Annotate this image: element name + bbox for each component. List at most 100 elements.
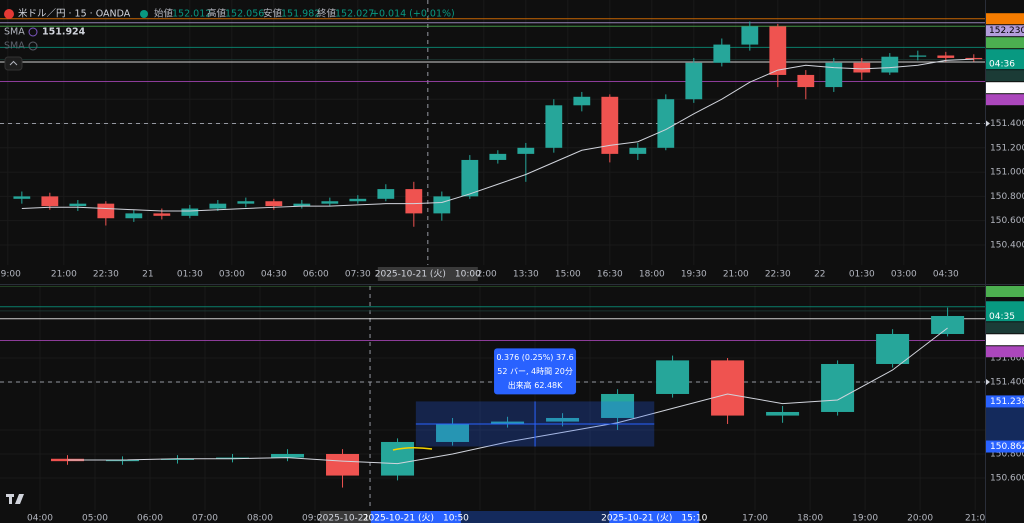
- candle-body: [853, 62, 871, 73]
- candle-body: [876, 333, 910, 364]
- y-tick-label: 150.600: [990, 473, 1024, 483]
- price-label-bg: [986, 94, 1024, 106]
- x-tick-label: 21:00: [51, 270, 77, 280]
- candle-body: [825, 62, 843, 88]
- measure-axis-band: [986, 401, 1024, 447]
- price-label: 152.230: [989, 26, 1024, 36]
- x-tick-label: 06:00: [303, 270, 329, 280]
- x-tick-label: 03:00: [891, 270, 917, 280]
- collapse-button[interactable]: [4, 56, 23, 71]
- y-tick-label: 150.400: [990, 240, 1024, 250]
- measure-y-label-bg: [986, 440, 1024, 453]
- x-tick-label: 05:00: [82, 514, 108, 523]
- candle-body: [601, 393, 635, 418]
- x-tick-label: 08:00: [247, 514, 273, 523]
- x-tick-label: 04:00: [27, 514, 53, 523]
- candle-body: [656, 360, 690, 394]
- measure-x-label: 2025-10-21 (火) 15:10: [601, 513, 707, 523]
- x-tick-label: 21:00: [723, 270, 749, 280]
- measure-y-label-bg: [986, 395, 1024, 408]
- x-tick-label: 19:30: [681, 270, 707, 280]
- price-label-bg: [986, 286, 1024, 297]
- candle-body: [41, 196, 59, 207]
- candle-body: [293, 203, 311, 207]
- crosshair-marker: [986, 378, 990, 385]
- x-tick-label: 18:00: [797, 514, 823, 523]
- candle-body: [271, 453, 305, 458]
- candle-body: [13, 196, 31, 199]
- candle-body: [326, 453, 360, 476]
- market-status: [140, 10, 148, 18]
- x-tick-label: 19:00: [852, 514, 878, 523]
- x-tick-label: 21:0: [965, 514, 985, 523]
- x-tick-label: 01:30: [177, 270, 203, 280]
- tv-logo: [6, 494, 24, 504]
- x-tick-label: 22: [814, 270, 825, 280]
- y-tick-label: 151.400: [990, 119, 1024, 129]
- candle-body: [97, 203, 115, 219]
- candle-body: [491, 421, 525, 424]
- y-tick-label: 151.400: [990, 377, 1024, 387]
- measure-stat: 0.376 (0.25%) 37.6: [496, 353, 573, 362]
- price-label-time: 04:36: [989, 60, 1015, 70]
- sma-line: [67, 327, 948, 465]
- candle-body: [216, 457, 250, 459]
- crosshair-label-bg: [377, 267, 478, 281]
- candle-body: [965, 57, 983, 60]
- x-tick-label: 09:00: [302, 514, 328, 523]
- x-tick-label: 03:00: [219, 270, 245, 280]
- hidden-icon[interactable]: [28, 41, 38, 51]
- indicator-name[interactable]: SMA: [4, 41, 25, 52]
- symbol-flag: [4, 9, 14, 19]
- candle-body: [161, 458, 195, 460]
- candle-body: [713, 44, 731, 63]
- x-tick-label: 20:00: [907, 514, 933, 523]
- price-label-bg: [986, 37, 1024, 49]
- x-tick-label: 16:30: [597, 270, 623, 280]
- price-label-time: 04:35: [989, 312, 1015, 322]
- indicator-name[interactable]: SMA: [4, 27, 25, 38]
- candle-body: [797, 74, 815, 88]
- candle-body: [909, 55, 927, 57]
- candle-body: [546, 417, 580, 422]
- indicator-value: 151.924: [42, 27, 86, 38]
- candle-body: [433, 196, 451, 214]
- ohlc-name: 安値: [263, 8, 283, 20]
- candle-body: [657, 99, 675, 148]
- y-tick-label: 151.200: [990, 143, 1024, 153]
- drawing[interactable]: [392, 446, 433, 451]
- candle-body: [50, 458, 84, 462]
- candle-body: [685, 62, 703, 100]
- measure-axis-band: [415, 511, 655, 523]
- candle-body: [937, 55, 955, 58]
- measure-stat: 出来高 62.48K: [508, 380, 563, 390]
- price-label-bg: [986, 13, 1024, 25]
- candle-body: [769, 26, 787, 75]
- crosshair-label: 2025-10-21 (火) 10:00: [317, 513, 423, 523]
- x-tick-label: 22:30: [765, 270, 791, 280]
- price-label-bg: [986, 346, 1024, 358]
- candle-body: [489, 153, 507, 160]
- legend: 米ドル／円 · 15 · OANDA 始値 152.012 高値 152.056…: [4, 8, 455, 71]
- candle-body: [237, 201, 255, 204]
- candle-body: [629, 147, 647, 154]
- x-tick-label: 06:00: [137, 514, 163, 523]
- price-label-bg: [986, 322, 1024, 334]
- x-tick-label: 19:00: [0, 270, 21, 280]
- candle-body: [601, 96, 619, 154]
- price-label-bg: [986, 49, 1024, 70]
- indicator-icon[interactable]: [28, 27, 38, 37]
- x-tick-label: 21: [142, 270, 153, 280]
- change: +0.014 (+0.01%): [371, 9, 455, 20]
- x-tick-label: 22:30: [93, 270, 119, 280]
- measure-stat: 52 バー, 4時間 20分: [497, 367, 573, 376]
- candle-body: [573, 96, 591, 106]
- candle-body: [461, 159, 479, 197]
- pane: [0, 0, 985, 265]
- x-tick-label: 07:00: [192, 514, 218, 523]
- candle-body: [265, 201, 283, 207]
- y-tick-label: 150.600: [990, 216, 1024, 226]
- ohlc-value: 151.982: [281, 9, 320, 20]
